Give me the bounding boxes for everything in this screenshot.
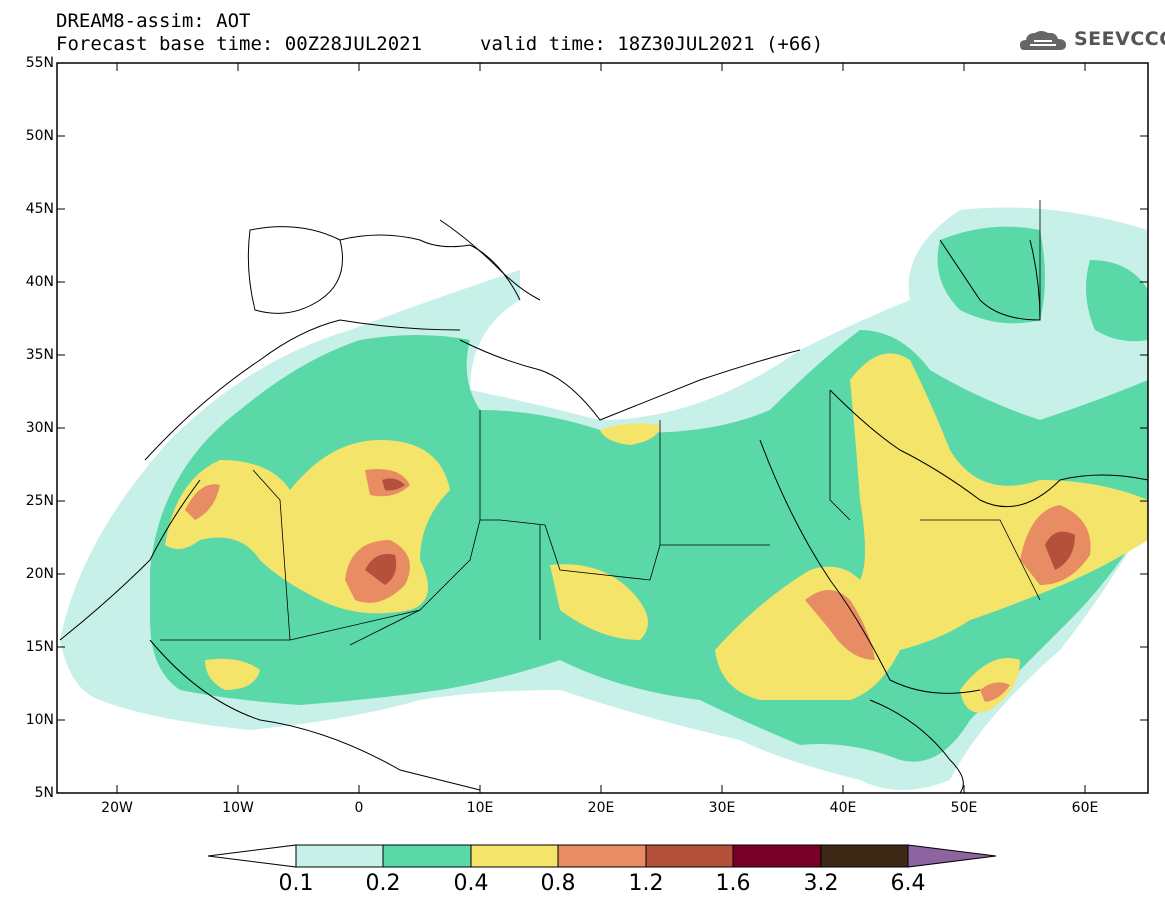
forecast-base-time: Forecast base time: 00Z28JUL2021 <box>56 33 423 55</box>
lat-label: 30N <box>25 420 54 436</box>
aot-band-0.8-mauritania <box>185 484 220 520</box>
lon-label: 10E <box>466 800 494 816</box>
colorbar-arrow-low <box>207 844 297 868</box>
lon-label: 40E <box>829 800 857 816</box>
aot-band-0.4-libya <box>600 423 660 445</box>
aot-band-0.2-iran <box>1086 260 1148 342</box>
lon-label: 0 <box>354 800 364 816</box>
aot-band-0.4-mali <box>205 658 260 690</box>
colorbar-label: 1.2 <box>628 871 664 896</box>
map-title: DREAM8-assim: AOT <box>56 10 251 32</box>
lat-label: 50N <box>25 128 54 144</box>
colorbar-label: 0.8 <box>540 871 576 896</box>
aot-band-1.2-algeria <box>382 478 405 491</box>
colorbar-label: 1.6 <box>715 871 751 896</box>
cloud-icon <box>1020 31 1066 50</box>
lat-label: 25N <box>25 493 54 509</box>
colorbar-label: 6.4 <box>890 871 926 896</box>
logo-text: SEEVCCC <box>1074 28 1165 50</box>
lat-label: 35N <box>25 347 54 363</box>
lon-label: 20E <box>587 800 615 816</box>
aot-band-0.4-sudan <box>550 564 648 640</box>
country-borders <box>160 200 1041 646</box>
colorbar-swatch-7 <box>820 844 909 868</box>
lon-label: 50E <box>950 800 978 816</box>
lon-label: 60E <box>1071 800 1099 816</box>
lon-label: 20W <box>101 800 133 816</box>
aot-band-0.8-eritrea <box>805 590 875 660</box>
colorbar <box>207 844 997 868</box>
colorbar-arrow-high <box>907 844 997 868</box>
colorbar-label: 0.4 <box>453 871 489 896</box>
colorbar-swatch-5 <box>645 844 734 868</box>
lon-label: 10W <box>222 800 254 816</box>
colorbar-label: 0.1 <box>278 871 314 896</box>
lat-label: 55N <box>25 55 54 71</box>
colorbar-swatch-6 <box>732 844 822 868</box>
colorbar-swatch-3 <box>470 844 559 868</box>
colorbar-label: 0.2 <box>365 871 401 896</box>
lat-label: 15N <box>25 639 54 655</box>
aot-band-1.2-oman <box>1045 531 1075 570</box>
lat-label: 20N <box>25 566 54 582</box>
aot-band-0.2-caspian <box>937 226 1045 324</box>
aot-band-0.8-somalia <box>980 682 1010 702</box>
lat-label: 45N <box>25 201 54 217</box>
lon-label: 30E <box>708 800 736 816</box>
colorbar-swatch-1 <box>295 844 384 868</box>
lat-label: 10N <box>25 712 54 728</box>
colorbar-label: 3.2 <box>803 871 839 896</box>
aot-contours <box>60 207 1148 790</box>
colorbar-swatch-4 <box>557 844 647 868</box>
lat-label: 5N <box>34 785 54 801</box>
lat-label: 40N <box>25 274 54 290</box>
axis-ticks <box>57 62 1148 793</box>
colorbar-swatch-2 <box>382 844 472 868</box>
aot-band-1.2-west <box>365 554 397 585</box>
valid-time: valid time: 18Z30JUL2021 (+66) <box>480 33 824 55</box>
coastlines <box>59 219 1148 793</box>
